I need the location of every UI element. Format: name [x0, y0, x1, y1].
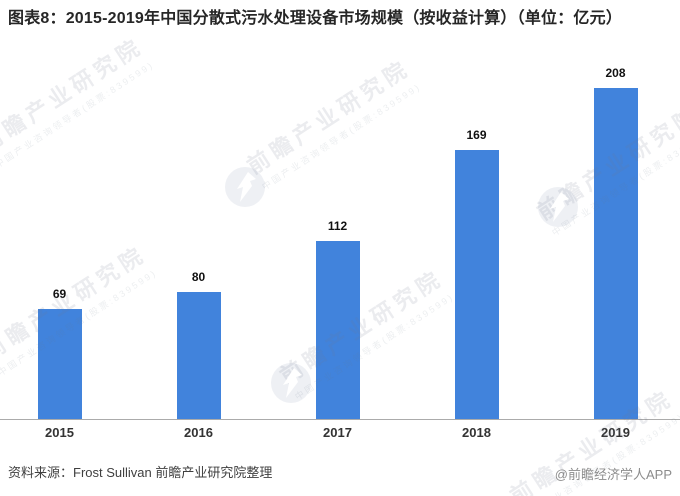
source-note: 资料来源：Frost Sullivan 前瞻产业研究院整理: [8, 465, 273, 480]
bar: [454, 150, 499, 419]
bar-group-2016: 80: [176, 0, 221, 419]
bar: [37, 309, 82, 419]
chart-title: 图表8：2015-2019年中国分散式污水处理设备市场规模（按收益计算）（单位：…: [8, 10, 623, 27]
bar-value-label: 169: [466, 128, 487, 142]
bar: [176, 292, 221, 419]
credit-note: @前瞻经济学人APP: [554, 467, 672, 482]
bar: [593, 88, 638, 419]
bar-group-2018: 169: [454, 0, 499, 419]
x-axis-label: 2017: [323, 425, 352, 440]
bar-chart-plot-area: 69 80 112 169 208: [37, 0, 638, 419]
x-axis-label: 2018: [462, 425, 491, 440]
x-axis-label: 2016: [184, 425, 213, 440]
bar-group-2019: 208: [593, 0, 638, 419]
bar-group-2015: 69: [37, 0, 82, 419]
bar-value-label: 112: [327, 219, 348, 233]
bar: [315, 241, 360, 419]
bar-value-label: 69: [52, 287, 67, 301]
x-axis-labels: 2015 2016 2017 2018 2019: [0, 425, 680, 445]
x-axis-label: 2019: [601, 425, 630, 440]
bar-value-label: 208: [605, 66, 626, 80]
x-axis-label: 2015: [45, 425, 74, 440]
x-axis-line: [0, 419, 680, 420]
bar-value-label: 80: [191, 270, 206, 284]
bar-group-2017: 112: [315, 0, 360, 419]
